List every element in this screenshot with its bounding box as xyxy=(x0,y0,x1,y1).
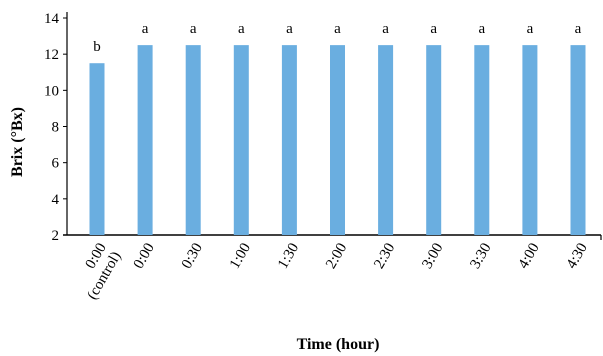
y-axis-title: Brix (°Bx) xyxy=(9,107,26,177)
significance-letter: a xyxy=(575,21,582,37)
y-tick-label: 8 xyxy=(52,120,60,136)
significance-letter: a xyxy=(527,21,534,37)
bar xyxy=(378,45,394,235)
x-tick-label-line: 1:00 xyxy=(227,241,254,272)
x-tick-label: 3:30 xyxy=(467,241,494,272)
bar xyxy=(89,63,105,236)
bar xyxy=(522,45,538,235)
significance-letter: a xyxy=(478,21,485,37)
x-axis-title: Time (hour) xyxy=(297,336,380,353)
x-tick-label: 4:00 xyxy=(516,241,543,272)
x-tick-label: 2:30 xyxy=(371,241,398,272)
bar xyxy=(281,45,297,235)
y-tick-label: 10 xyxy=(44,83,59,99)
significance-letter: a xyxy=(190,21,197,37)
bar xyxy=(137,45,153,235)
x-tick-label-line: 0:00 xyxy=(131,241,158,272)
x-tick-label: 1:30 xyxy=(275,241,302,272)
x-tick-label-line: 2:00 xyxy=(323,241,350,272)
significance-letter: a xyxy=(142,21,149,37)
y-tick-label: 12 xyxy=(44,47,59,63)
significance-letter: a xyxy=(238,21,245,37)
x-tick-label: 0:00 xyxy=(131,241,158,272)
y-tick-label: 6 xyxy=(52,156,60,172)
x-tick-label-line: 3:00 xyxy=(419,241,446,272)
x-tick-label: 3:00 xyxy=(419,241,446,272)
x-tick-label-line: 0:30 xyxy=(179,241,206,272)
x-tick-label-line: 4:30 xyxy=(564,241,591,272)
x-tick-label-line: 4:00 xyxy=(516,241,543,272)
bar xyxy=(233,45,249,235)
significance-letter: a xyxy=(430,21,437,37)
x-tick-label-line: 1:30 xyxy=(275,241,302,272)
x-tick-label: 1:00 xyxy=(227,241,254,272)
bar xyxy=(474,45,490,235)
y-tick-label: 2 xyxy=(52,228,60,244)
x-tick-labels: 0:00(control) 0:00 0:30 1:00 1:30 2:00 2:30 3:0… xyxy=(83,241,591,303)
y-tick-label: 14 xyxy=(44,11,60,27)
x-tick-label: 0:30 xyxy=(179,241,206,272)
x-tick-label: 2:00 xyxy=(323,241,350,272)
bar xyxy=(426,45,442,235)
bar xyxy=(570,45,586,235)
bar xyxy=(330,45,345,235)
significance-letter: a xyxy=(382,21,389,37)
significance-letter: b xyxy=(93,39,101,55)
y-tick-label: 4 xyxy=(52,192,60,208)
significance-letter: a xyxy=(334,21,341,37)
x-tick-label: 4:30 xyxy=(564,241,591,272)
significance-letter: a xyxy=(286,21,293,37)
bars xyxy=(89,45,586,236)
bar xyxy=(185,45,201,235)
x-axis xyxy=(63,234,602,240)
significance-letters: b a a a a a a a a a a xyxy=(93,21,581,55)
x-tick-label: 0:00(control) xyxy=(83,241,125,303)
x-tick-label-line: 2:30 xyxy=(371,241,398,272)
y-axis: 2 4 6 8 10 12 14 xyxy=(44,11,68,244)
x-tick-label-line: 3:30 xyxy=(467,241,494,272)
